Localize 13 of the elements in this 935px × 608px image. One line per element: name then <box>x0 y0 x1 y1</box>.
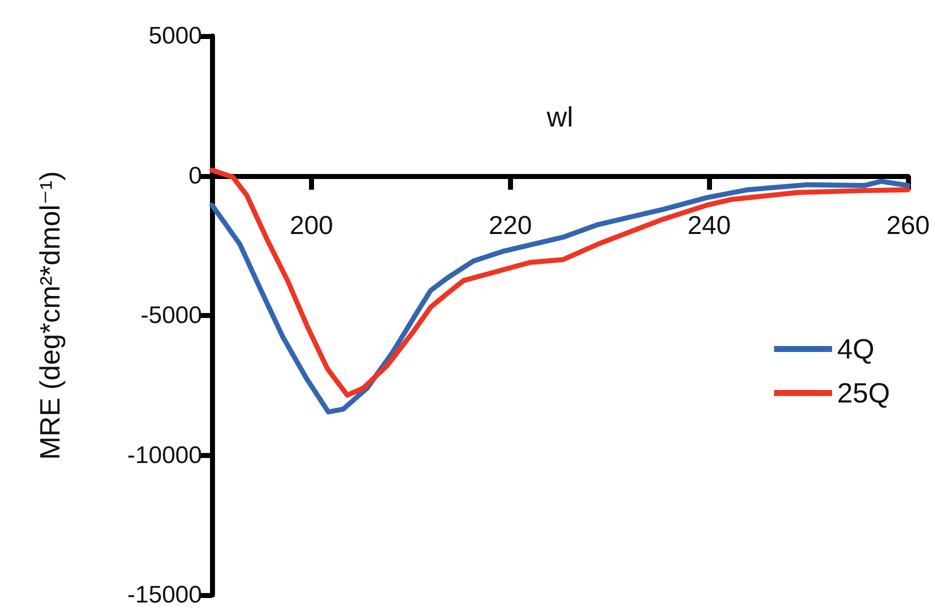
y-tick-label: 5000 <box>148 22 202 50</box>
legend-label: 4Q <box>837 334 874 364</box>
legend-label: 25Q <box>837 378 890 408</box>
y-axis-title: MRE (deg*cm²*dmol⁻¹) <box>34 171 66 460</box>
x-tick-label: 220 <box>488 210 532 240</box>
y-tick-label: 0 <box>188 162 202 190</box>
y-tick-label: -10000 <box>127 442 202 469</box>
y-tick-label: -5000 <box>140 302 202 329</box>
y-tick-label: -15000 <box>127 582 202 608</box>
x-tick-label: 240 <box>687 210 731 240</box>
x-axis-title: wl <box>546 101 574 132</box>
x-tick-label: 260 <box>886 210 930 240</box>
x-tick-label: 200 <box>290 210 334 240</box>
